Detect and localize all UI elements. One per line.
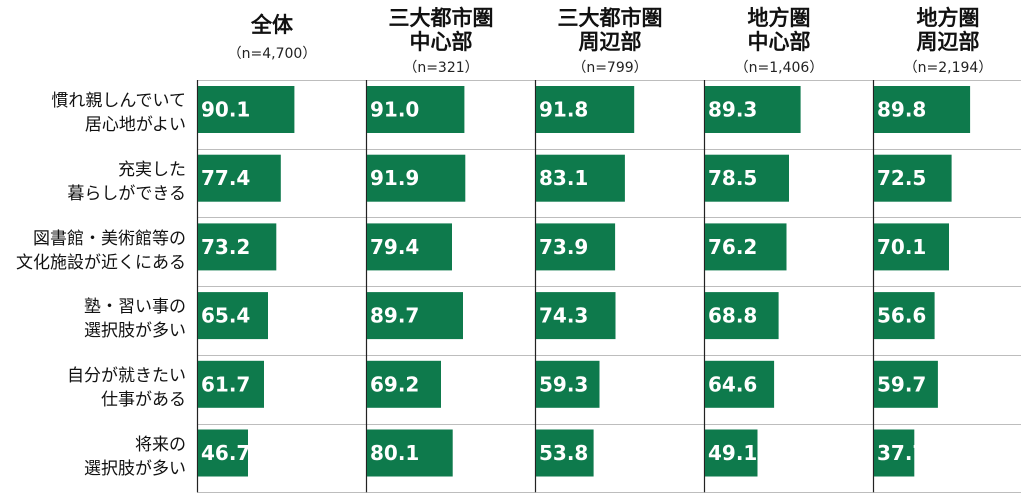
bar-value-label: 69.2 — [370, 372, 419, 396]
bar — [705, 429, 758, 477]
bar-value-label: 64.6 — [708, 372, 757, 396]
category-label-line: 充実した — [118, 160, 186, 181]
bar-value-label: 91.8 — [539, 98, 588, 122]
bar-value-label: 73.2 — [201, 235, 250, 259]
bar — [367, 86, 465, 133]
series-title-line: 地方圏 — [747, 6, 811, 30]
category-label-line: 暮らしができる — [67, 184, 186, 205]
category-label-line: 選択肢が多い — [84, 321, 186, 342]
bar-value-label: 59.3 — [539, 372, 588, 396]
bar — [367, 360, 441, 408]
bar-value-label: 89.7 — [370, 304, 419, 328]
bar — [705, 154, 789, 202]
bar — [536, 154, 625, 202]
bar-value-label: 65.4 — [201, 304, 250, 328]
bar — [874, 360, 938, 408]
bar — [874, 154, 952, 202]
series-title: 全体 — [192, 13, 352, 37]
category-label: 塾・習い事の 選択肢が多い — [84, 295, 186, 343]
bar-value-label: 72.5 — [877, 166, 926, 190]
series-sample-size: （n=2,194） — [903, 60, 993, 76]
series-title-line: 周辺部 — [916, 30, 980, 54]
bar-value-label: 74.3 — [539, 304, 588, 328]
bar — [705, 360, 775, 408]
bar — [536, 360, 600, 408]
bar-value-label: 49.1 — [708, 441, 757, 465]
series-title-line: 地方圏 — [916, 6, 980, 30]
bar — [705, 223, 787, 271]
bar-value-label: 73.9 — [539, 235, 588, 259]
series-title-line: 中心部 — [747, 30, 811, 54]
bar — [367, 292, 463, 340]
bar — [536, 86, 635, 133]
series-title-line: 中心部 — [409, 30, 473, 54]
bar-value-label: 79.4 — [370, 235, 419, 259]
category-label: 慣れ親しんでいて居心地がよい — [51, 89, 186, 137]
bar — [198, 86, 295, 133]
series-sample-size: （n=1,406） — [734, 60, 824, 76]
category-label-line: 文化施設が近くにある — [16, 252, 186, 273]
bar — [536, 292, 616, 340]
bar — [705, 86, 801, 133]
category-label-line: 塾・習い事の — [84, 297, 186, 318]
series-title-line: 三大都市圏 — [388, 6, 494, 30]
category-label-line: 将来の — [135, 434, 186, 455]
category-label-line: 居心地がよい — [84, 115, 186, 136]
bar-value-label: 89.3 — [708, 98, 757, 122]
bar-value-label: 76.2 — [708, 235, 757, 259]
bar — [198, 360, 264, 408]
bar-value-label: 37.7 — [877, 441, 926, 465]
series-title-line: 全体 — [251, 13, 293, 37]
bar-value-label: 91.0 — [370, 98, 419, 122]
category-label: 図書館・美術館等の文化施設が近くにある — [16, 227, 186, 275]
bar-value-label: 61.7 — [201, 372, 250, 396]
bar — [874, 292, 935, 340]
category-label: 充実した暮らしができる — [67, 158, 186, 206]
category-label-line: 自分が就きたい — [67, 366, 186, 387]
bar-value-label: 46.7 — [201, 441, 250, 465]
bar-value-label: 80.1 — [370, 441, 419, 465]
series-sample-size: （n=799） — [572, 60, 648, 76]
series-title-line: 三大都市圏 — [557, 6, 663, 30]
bar — [367, 154, 466, 202]
series-title: 地方圏 中心部 — [699, 6, 859, 54]
bar — [536, 223, 616, 271]
bar-value-label: 89.8 — [877, 98, 926, 122]
bar — [198, 223, 277, 271]
bar — [874, 429, 915, 477]
series-title: 三大都市圏 周辺部 — [530, 6, 690, 54]
series-title: 三大都市圏 中心部 — [361, 6, 521, 54]
bar-value-label: 91.9 — [370, 166, 419, 190]
bar-value-label: 53.8 — [539, 441, 588, 465]
category-label-line: 仕事がある — [101, 390, 186, 411]
bar-value-label: 78.5 — [708, 166, 757, 190]
category-label: 将来の選択肢が多い — [84, 433, 186, 481]
bar-value-label: 77.4 — [201, 166, 250, 190]
category-label-line: 選択肢が多い — [84, 458, 186, 479]
bar — [874, 86, 971, 133]
bar-value-label: 56.6 — [877, 304, 926, 328]
bar — [536, 429, 594, 477]
category-label: 自分が就きたい仕事がある — [67, 364, 186, 412]
bar — [367, 223, 452, 271]
category-label-line: 図書館・美術館等の — [33, 228, 186, 249]
series-title: 地方圏 周辺部 — [868, 6, 1024, 54]
series-sample-size: （n=321） — [403, 60, 479, 76]
bar — [198, 154, 281, 202]
series-sample-size: （n=4,700） — [227, 46, 317, 62]
bar-value-label: 59.7 — [877, 372, 926, 396]
bar-value-label: 68.8 — [708, 304, 757, 328]
bar-value-label: 70.1 — [877, 235, 926, 259]
category-label-line: 慣れ親しんでいて — [51, 91, 186, 112]
bar — [367, 429, 453, 477]
bar-value-label: 90.1 — [201, 98, 250, 122]
series-title-line: 周辺部 — [578, 30, 642, 54]
bar — [874, 223, 949, 271]
bar-value-label: 83.1 — [539, 166, 588, 190]
bar — [198, 292, 268, 340]
bar — [198, 429, 248, 477]
bar — [705, 292, 779, 340]
